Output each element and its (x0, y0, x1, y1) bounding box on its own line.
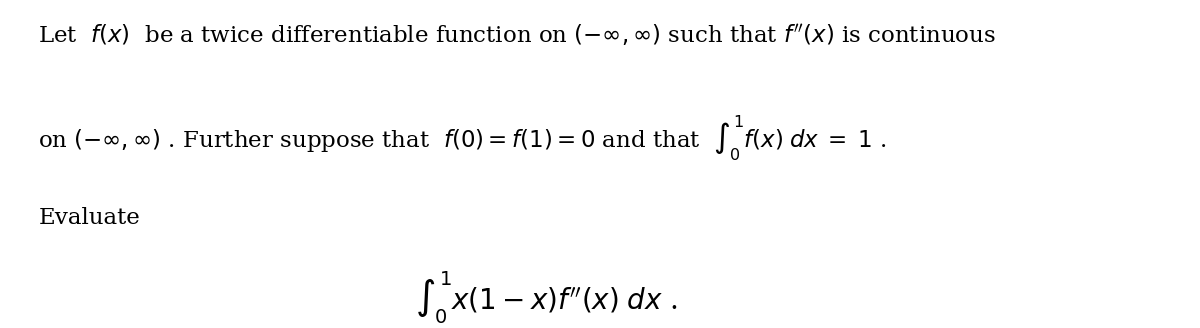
Text: Evaluate: Evaluate (38, 207, 140, 229)
Text: $\int_0^1 x(1-x)f''(x)\; dx$ .: $\int_0^1 x(1-x)f''(x)\; dx$ . (415, 269, 677, 326)
Text: Let  $f(x)$  be a twice differentiable function on $(-\infty, \infty)$ such that: Let $f(x)$ be a twice differentiable fun… (38, 23, 996, 49)
Text: on $(-\infty, \infty)$ . Further suppose that  $f(0) = f(1) = 0$ and that  $\int: on $(-\infty, \infty)$ . Further suppose… (38, 115, 887, 163)
